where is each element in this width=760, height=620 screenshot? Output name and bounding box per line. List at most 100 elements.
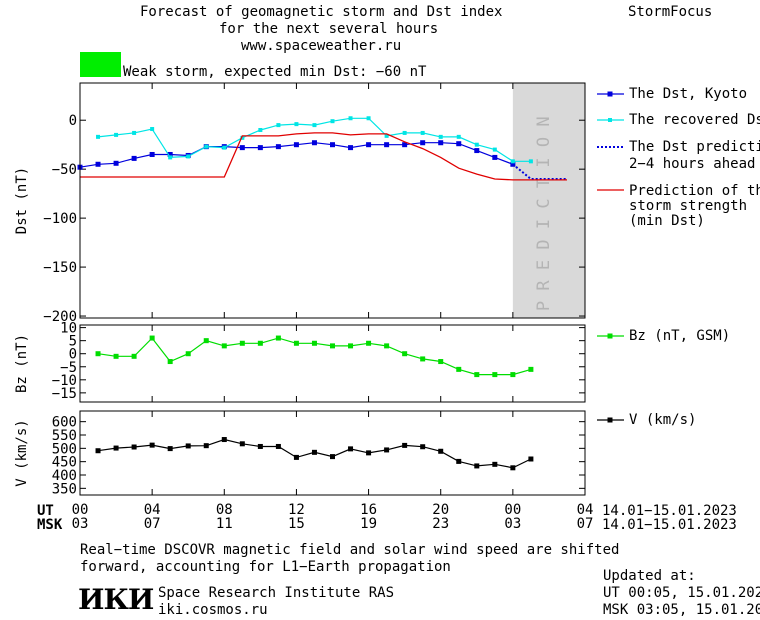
prediction-band-letter: O	[534, 137, 554, 147]
data-point	[528, 456, 534, 462]
data-point	[95, 351, 101, 357]
ut-axis-label: UT	[37, 503, 54, 519]
brand-name: StormFocus	[628, 4, 713, 20]
data-point	[257, 145, 263, 151]
data-point	[167, 151, 173, 157]
data-point	[131, 444, 137, 450]
legend-v-label: V (km/s)	[629, 412, 697, 428]
data-point	[384, 142, 390, 148]
y-tick-label: −200	[43, 309, 77, 325]
msk-axis-label: MSK	[37, 517, 63, 533]
data-point	[311, 340, 317, 346]
data-point	[167, 446, 173, 452]
y-tick-label: −100	[43, 211, 77, 227]
data-point	[113, 353, 119, 359]
legend-storm-strength-label-2: storm strength	[629, 198, 748, 214]
data-point	[474, 372, 480, 378]
data-point	[293, 142, 299, 148]
institute-url[interactable]: iki.cosmos.ru	[158, 602, 268, 618]
data-point	[204, 144, 209, 149]
data-point	[474, 148, 480, 154]
data-point	[132, 130, 137, 135]
data-point	[330, 142, 335, 148]
data-point	[311, 140, 317, 146]
data-point	[510, 159, 515, 164]
msk-tick-label: 03	[72, 516, 89, 532]
y-tick-label: 450	[52, 455, 77, 471]
data-point	[203, 338, 209, 344]
data-point	[366, 340, 372, 346]
data-point	[239, 145, 245, 151]
y-tick-label: 400	[52, 468, 77, 484]
data-point	[330, 343, 335, 349]
msk-tick-label: 11	[216, 516, 233, 532]
storm-level-label: Weak storm, expected min Dst: −60 nT	[123, 64, 427, 80]
data-point	[348, 145, 354, 151]
data-point	[438, 134, 443, 139]
data-point	[96, 134, 101, 139]
plot-frame	[79, 410, 586, 496]
prediction-band-letter: I	[534, 157, 554, 167]
data-point	[510, 465, 516, 471]
data-point	[95, 161, 101, 167]
data-point	[456, 366, 462, 372]
data-point	[149, 442, 155, 448]
ut-tick-label: 00	[72, 502, 89, 518]
ut-tick-label: 04	[144, 502, 161, 518]
data-point	[275, 335, 281, 341]
data-point	[510, 161, 516, 167]
data-point	[384, 343, 390, 349]
data-point	[528, 159, 533, 164]
data-point	[402, 142, 408, 148]
legend-dst-kyoto-symbol-marker	[607, 91, 613, 97]
data-point	[366, 116, 371, 121]
data-point	[330, 119, 335, 124]
legend-bz-symbol-marker	[607, 333, 613, 339]
data-point	[492, 461, 498, 467]
legend-dst-prediction-label-1: The Dst prediction	[629, 139, 760, 155]
prediction-band-letter: E	[534, 260, 554, 270]
y-tick-label: 600	[52, 415, 77, 431]
title-line-2: for the next several hours	[219, 21, 439, 37]
updated-ut: UT 00:05, 15.01.2023	[603, 585, 760, 601]
data-point	[366, 450, 372, 456]
msk-tick-label: 23	[432, 516, 449, 532]
y-tick-label: 550	[52, 428, 77, 444]
y-tick-label: −5	[60, 360, 77, 376]
legend-dst-recovered-symbol-marker	[608, 118, 612, 122]
data-point	[114, 132, 119, 137]
msk-date-range: 14.01−15.01.2023	[602, 517, 737, 533]
msk-tick-label: 07	[577, 516, 594, 532]
ut-tick-label: 12	[288, 502, 305, 518]
data-point	[293, 340, 299, 346]
y-tick-label: 10	[60, 321, 77, 337]
series-line	[80, 132, 567, 181]
data-point	[239, 340, 245, 346]
data-point	[113, 445, 119, 451]
y-axis-title: Bz (nT)	[14, 334, 30, 393]
prediction-band-letter: I	[534, 219, 554, 229]
data-point	[456, 458, 462, 464]
institute-name: Space Research Institute RAS	[158, 585, 395, 601]
y-tick-label: 500	[52, 441, 77, 457]
data-point	[420, 130, 425, 135]
msk-tick-label: 19	[360, 516, 377, 532]
data-point	[294, 122, 299, 127]
data-point	[239, 441, 245, 447]
plot-frame	[79, 324, 586, 403]
msk-tick-label: 15	[288, 516, 305, 532]
data-point	[528, 366, 534, 372]
data-point	[276, 123, 281, 128]
data-point	[492, 154, 498, 160]
footer-note-line-1: Real−time DSCOVR magnetic field and sola…	[80, 542, 620, 558]
y-axis-title: Dst (nT)	[14, 167, 30, 234]
data-point	[420, 356, 426, 362]
data-point	[222, 145, 227, 150]
ut-tick-label: 20	[432, 502, 449, 518]
data-point	[312, 123, 317, 128]
data-point	[149, 151, 155, 157]
y-tick-label: −150	[43, 260, 77, 276]
data-point	[257, 340, 263, 346]
updated-msk: MSK 03:05, 15.01.2023	[603, 602, 760, 618]
data-point	[150, 127, 155, 132]
